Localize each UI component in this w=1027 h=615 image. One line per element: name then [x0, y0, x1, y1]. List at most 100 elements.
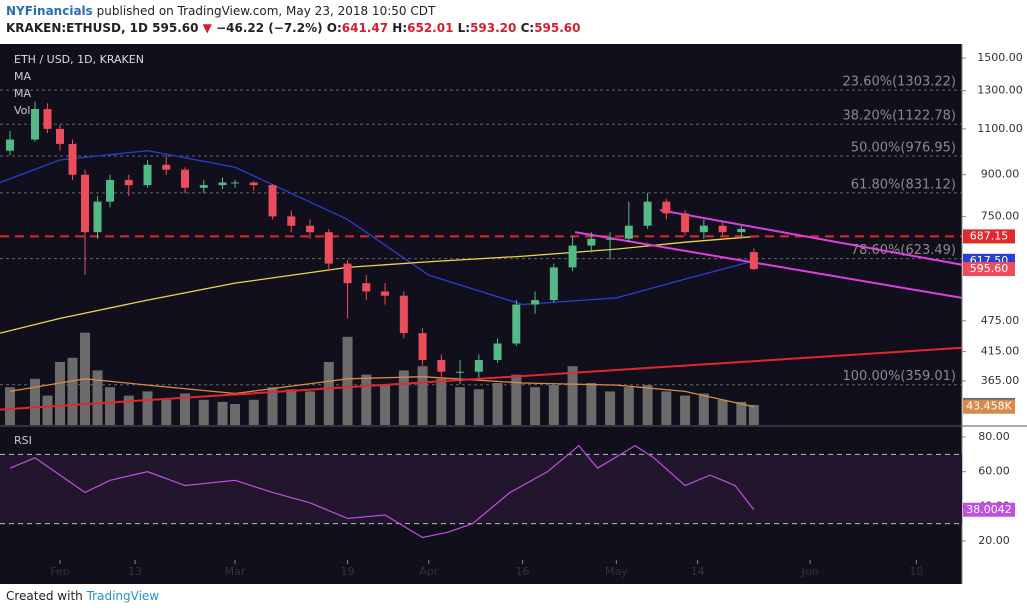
- candle-body: [512, 304, 521, 344]
- volume-bar: [30, 378, 41, 425]
- rsi-tick-label: 60.00: [978, 465, 1010, 478]
- volume-bar: [55, 362, 66, 425]
- candle-body: [306, 225, 315, 233]
- candle-body: [699, 225, 708, 233]
- chart-title: ETH / USD, 1D, KRAKEN: [14, 53, 144, 66]
- rsi-title: RSI: [14, 434, 32, 447]
- axis-bg: [962, 44, 1027, 584]
- candle-body: [249, 182, 258, 186]
- header: NYFinancials published on TradingView.co…: [6, 4, 581, 35]
- candle-body: [6, 139, 15, 151]
- candle-body: [362, 283, 371, 292]
- c: 595.60: [534, 21, 581, 35]
- volume-bar: [492, 383, 503, 425]
- candle-body: [681, 213, 690, 233]
- candle-body: [324, 232, 333, 264]
- y-tick-label: 750.00: [981, 209, 1020, 222]
- y-tick-label: 1300.00: [977, 84, 1023, 97]
- candle-body: [606, 238, 615, 240]
- candle-body: [106, 179, 115, 202]
- volume-bar: [586, 383, 597, 425]
- candle-body: [624, 225, 633, 239]
- y-tick-label: 1500.00: [977, 51, 1023, 64]
- candle-body: [93, 201, 102, 233]
- rsi-badge: [963, 502, 1015, 517]
- x-tick-label: May: [605, 565, 628, 578]
- o-label: O:: [326, 21, 342, 35]
- volume-bar: [248, 399, 259, 425]
- candle-body: [531, 300, 540, 305]
- volume-bar: [642, 385, 653, 425]
- axis-badge-label: 595.60: [970, 262, 1009, 275]
- volume-bar: [511, 374, 522, 425]
- volume-bar: [473, 389, 484, 425]
- candle-body: [493, 343, 502, 361]
- candle-body: [568, 245, 577, 268]
- axis-badge: [963, 229, 1015, 244]
- volume-bar: [748, 404, 759, 425]
- legend-item: Vol: [14, 104, 30, 117]
- volume-bar: [661, 391, 672, 425]
- candle-body: [268, 185, 277, 217]
- candle-body: [43, 109, 52, 129]
- volume-bar: [217, 401, 228, 425]
- axis-badge-label: 43.458K: [966, 400, 1012, 413]
- volume-bar: [567, 366, 578, 425]
- candle-body: [231, 182, 240, 184]
- volume-bar: [398, 370, 409, 425]
- legend-item: MA: [14, 70, 31, 83]
- rsi-badge-label: 38.0042: [966, 503, 1012, 516]
- l-label: L:: [457, 21, 471, 35]
- volume-bar: [361, 374, 372, 425]
- rsi-tick-label: 20.00: [978, 534, 1010, 547]
- y-tick-label: 900.00: [981, 168, 1020, 181]
- volume-bar: [42, 395, 53, 425]
- change: −46.22 (−7.2%): [216, 21, 323, 35]
- candle-body: [418, 333, 427, 361]
- volume-bar: [305, 391, 316, 425]
- chart: ETH / USD, 1D, KRAKEN MA MA Vol RSI 365.…: [0, 44, 1027, 584]
- volume-bar: [342, 336, 353, 425]
- x-tick-label: 14: [691, 565, 705, 578]
- ma-line: [9, 376, 754, 408]
- volume-bar: [736, 401, 747, 425]
- volume-bar: [105, 387, 116, 425]
- y-tick-label: 1100.00: [977, 122, 1023, 135]
- fib-label: 50.00%(976.95): [851, 140, 956, 155]
- h-label: H:: [392, 21, 408, 35]
- brand[interactable]: TradingView: [86, 589, 160, 603]
- c-label: C:: [520, 21, 535, 35]
- trendline: [574, 231, 963, 299]
- volume-bar: [530, 387, 541, 425]
- x-tick-label: 13: [128, 565, 142, 578]
- candle-body: [218, 182, 227, 186]
- candle-body: [437, 360, 446, 372]
- candle-body: [718, 225, 727, 233]
- volume-bar: [623, 387, 634, 425]
- ma-line: [0, 150, 755, 306]
- footer: Created with TradingView: [6, 589, 159, 603]
- candle-body: [381, 291, 390, 296]
- o: 641.47: [341, 21, 389, 35]
- x-tick-label: 16: [516, 565, 530, 578]
- y-tick-label: 475.00: [981, 314, 1020, 327]
- candle-body: [68, 143, 77, 175]
- candle-body: [162, 164, 171, 170]
- y-tick-label: 365.00: [981, 374, 1020, 387]
- volume-bar: [92, 370, 103, 425]
- candle-body: [662, 201, 671, 214]
- volume-bar: [680, 395, 691, 425]
- author[interactable]: NYFinancials: [6, 4, 93, 18]
- volume-bar: [142, 391, 153, 425]
- volume-bar: [161, 399, 172, 425]
- fib-label: 100.00%(359.01): [843, 369, 956, 384]
- last: 595.60: [152, 21, 199, 35]
- legend-item: MA: [14, 87, 31, 100]
- candle-body: [474, 360, 483, 372]
- candle-body: [587, 238, 596, 246]
- volume-bar: [380, 385, 391, 425]
- candle-body: [737, 228, 746, 233]
- symbol: KRAKEN:ETHUSD, 1D: [6, 21, 148, 35]
- candle-body: [643, 201, 652, 226]
